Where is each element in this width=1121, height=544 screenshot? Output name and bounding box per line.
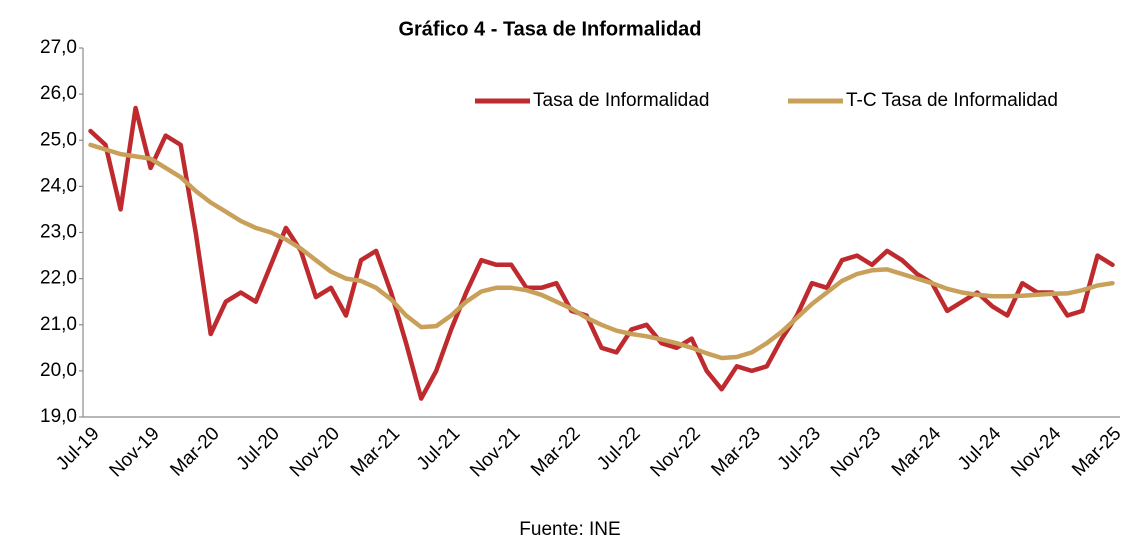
- x-tick-label: Nov-19: [106, 423, 164, 481]
- x-tick-label: Jul-23: [774, 423, 825, 474]
- legend-label: T-C Tasa de Informalidad: [846, 90, 1058, 111]
- y-tick-label: 26,0: [40, 83, 77, 104]
- y-tick-label: 19,0: [40, 406, 77, 427]
- x-tick-label: Mar-23: [707, 423, 764, 480]
- x-tick-label: Mar-20: [166, 423, 223, 480]
- legend-label: Tasa de Informalidad: [533, 90, 709, 111]
- x-tick-label: Nov-24: [1007, 423, 1065, 481]
- y-tick-label: 24,0: [40, 175, 77, 196]
- source-note: Fuente: INE: [519, 519, 620, 540]
- y-tick-label: 22,0: [40, 268, 77, 289]
- y-tick-label: 25,0: [40, 129, 77, 150]
- chart-title: Gráfico 4 - Tasa de Informalidad: [398, 18, 701, 40]
- x-tick-label: Jul-24: [954, 423, 1006, 475]
- y-tick-label: 21,0: [40, 314, 77, 335]
- x-tick-label: Mar-21: [347, 423, 404, 480]
- x-tick-label: Mar-22: [527, 423, 584, 480]
- x-tick-label: Nov-20: [286, 423, 344, 481]
- x-tick-label: Jul-19: [52, 423, 103, 474]
- x-tick-label: Nov-23: [827, 423, 885, 481]
- x-tick-label: Mar-25: [1068, 423, 1121, 480]
- x-tick-label: Nov-22: [647, 423, 705, 481]
- x-tick-label: Nov-21: [466, 423, 524, 481]
- y-tick-label: 23,0: [40, 222, 77, 243]
- y-tick-label: 27,0: [40, 37, 77, 58]
- series-line: [88, 105, 1115, 401]
- x-tick-label: Jul-21: [413, 423, 464, 474]
- series-line: [88, 142, 1115, 361]
- x-tick-label: Jul-22: [593, 423, 644, 474]
- y-tick-label: 20,0: [40, 360, 77, 381]
- x-tick-label: Jul-20: [233, 423, 284, 474]
- x-tick-label: Mar-24: [888, 423, 946, 481]
